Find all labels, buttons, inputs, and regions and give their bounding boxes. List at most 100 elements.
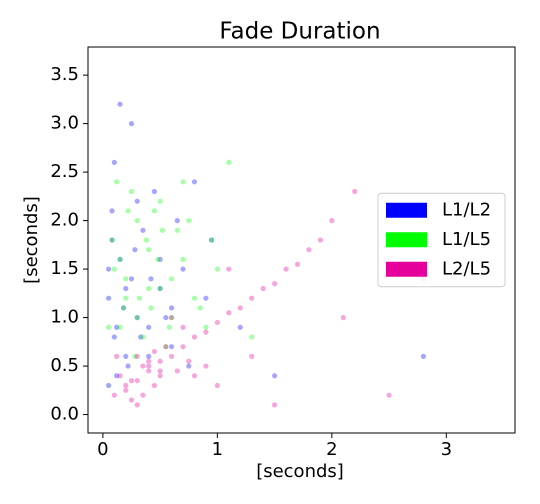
point bbox=[168, 314, 175, 321]
point bbox=[128, 397, 135, 403]
point bbox=[180, 344, 186, 350]
point bbox=[134, 198, 140, 204]
point bbox=[134, 218, 140, 224]
x-tick-label: 3 bbox=[441, 439, 452, 460]
y-tick-label: 2.5 bbox=[50, 161, 79, 182]
point bbox=[186, 363, 192, 369]
point bbox=[140, 363, 146, 369]
point bbox=[123, 382, 129, 389]
point bbox=[157, 256, 163, 262]
point bbox=[168, 276, 175, 282]
point bbox=[352, 188, 358, 195]
point bbox=[136, 295, 143, 301]
point bbox=[191, 295, 198, 301]
point bbox=[174, 218, 180, 224]
x-tick-label: 1 bbox=[212, 439, 223, 460]
point bbox=[134, 402, 140, 408]
point bbox=[146, 324, 152, 330]
point bbox=[146, 353, 152, 359]
point bbox=[146, 285, 152, 292]
point bbox=[106, 266, 112, 272]
point bbox=[128, 276, 135, 282]
chart-title: Fade Duration bbox=[219, 19, 380, 45]
point bbox=[420, 353, 427, 359]
point bbox=[114, 373, 120, 379]
point bbox=[111, 266, 117, 272]
x-axis-label: [seconds] bbox=[256, 461, 344, 482]
point bbox=[163, 344, 169, 350]
point bbox=[306, 247, 312, 253]
point bbox=[174, 227, 180, 233]
legend-label: L1/L5 bbox=[442, 229, 491, 250]
point bbox=[249, 353, 255, 359]
point bbox=[166, 324, 172, 330]
point bbox=[271, 281, 278, 287]
legend-swatch bbox=[386, 232, 427, 248]
point bbox=[148, 305, 154, 311]
point bbox=[214, 382, 220, 389]
point bbox=[157, 358, 163, 364]
point bbox=[140, 334, 146, 340]
point bbox=[125, 208, 131, 214]
point bbox=[123, 387, 129, 393]
point bbox=[157, 373, 163, 379]
point bbox=[155, 256, 161, 262]
point bbox=[214, 319, 220, 326]
y-axis-label: [seconds] bbox=[21, 196, 42, 284]
point bbox=[214, 266, 220, 272]
point bbox=[386, 392, 392, 398]
point bbox=[109, 237, 115, 243]
point bbox=[203, 295, 209, 301]
point bbox=[143, 237, 149, 243]
point bbox=[197, 305, 203, 311]
point bbox=[203, 324, 209, 330]
point bbox=[132, 353, 138, 359]
point bbox=[186, 358, 192, 364]
point bbox=[117, 373, 123, 379]
legend-label: L2/L5 bbox=[442, 258, 491, 279]
point bbox=[106, 324, 112, 330]
x-tick-label: 2 bbox=[326, 439, 337, 460]
legend-label: L1/L2 bbox=[442, 199, 491, 220]
point bbox=[134, 353, 140, 359]
point bbox=[134, 314, 140, 321]
point bbox=[209, 237, 215, 243]
point bbox=[138, 334, 144, 340]
point bbox=[125, 363, 131, 369]
point bbox=[146, 363, 152, 369]
x-tick-label: 0 bbox=[97, 439, 108, 460]
point bbox=[180, 179, 186, 185]
point bbox=[260, 285, 266, 292]
point bbox=[128, 188, 135, 195]
point bbox=[140, 392, 146, 398]
point bbox=[128, 121, 135, 127]
point bbox=[106, 295, 112, 301]
point bbox=[123, 295, 129, 301]
point bbox=[159, 227, 166, 233]
point bbox=[317, 237, 323, 243]
y-tick-label: 1.0 bbox=[50, 307, 79, 328]
point bbox=[271, 402, 278, 408]
point bbox=[140, 227, 146, 233]
point bbox=[134, 378, 140, 384]
point bbox=[226, 266, 232, 272]
point bbox=[163, 344, 169, 350]
point bbox=[180, 266, 186, 272]
point bbox=[237, 324, 243, 330]
point bbox=[157, 368, 163, 374]
point bbox=[148, 276, 154, 282]
point bbox=[114, 179, 120, 185]
point bbox=[180, 324, 186, 330]
point bbox=[117, 324, 123, 330]
point bbox=[203, 363, 209, 369]
point bbox=[117, 101, 123, 107]
point bbox=[114, 324, 120, 330]
point bbox=[109, 237, 115, 243]
point bbox=[186, 218, 192, 224]
point bbox=[111, 334, 117, 340]
point bbox=[111, 159, 117, 166]
point bbox=[191, 373, 198, 379]
point bbox=[226, 310, 232, 316]
point bbox=[283, 266, 289, 272]
